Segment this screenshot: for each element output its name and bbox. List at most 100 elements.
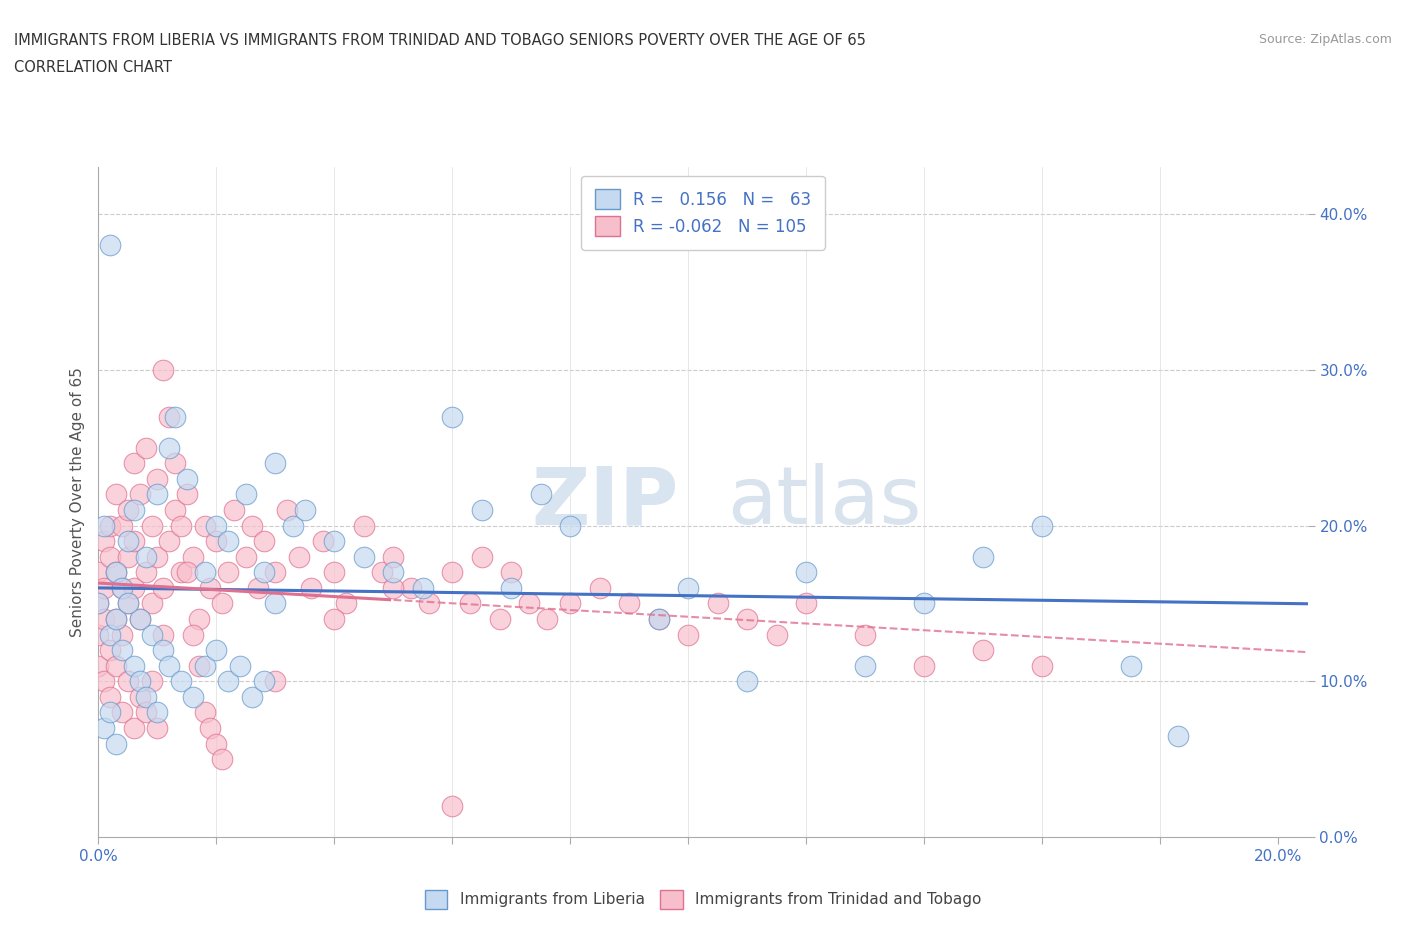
Point [240, 689, 263, 704]
Point [794, 596, 817, 611]
Point [141, 596, 163, 611]
Point [353, 550, 375, 565]
Point [205, 518, 228, 533]
Point [205, 643, 228, 658]
Point [128, 612, 150, 627]
Point [488, 612, 510, 627]
Point [382, 565, 405, 579]
Point [105, 658, 128, 673]
Point [117, 534, 139, 549]
Point [176, 565, 198, 579]
Point [264, 456, 287, 471]
Point [853, 627, 876, 642]
Point [211, 751, 233, 766]
Point [530, 487, 553, 502]
Point [93, 580, 115, 595]
Point [165, 456, 187, 471]
Point [146, 705, 169, 720]
Text: atlas: atlas [727, 463, 921, 541]
Point [412, 580, 434, 595]
Point [98, 238, 121, 253]
Point [264, 596, 287, 611]
Point [794, 565, 817, 579]
Point [458, 596, 481, 611]
Point [111, 580, 134, 595]
Point [648, 612, 671, 627]
Point [146, 472, 169, 486]
Point [217, 565, 239, 579]
Point [181, 689, 204, 704]
Point [111, 627, 134, 642]
Point [382, 580, 405, 595]
Point [117, 502, 139, 517]
Point [170, 674, 193, 689]
Point [200, 580, 222, 595]
Point [235, 487, 257, 502]
Point [589, 580, 612, 595]
Point [111, 518, 134, 533]
Point [105, 565, 128, 579]
Point [648, 612, 671, 627]
Point [353, 518, 375, 533]
Point [87, 658, 110, 673]
Point [98, 550, 121, 565]
Point [205, 534, 228, 549]
Y-axis label: Seniors Poverty Over the Age of 65: Seniors Poverty Over the Age of 65 [69, 367, 84, 637]
Point [264, 674, 287, 689]
Point [141, 674, 163, 689]
Point [146, 550, 169, 565]
Point [246, 580, 269, 595]
Point [128, 612, 150, 627]
Point [323, 612, 346, 627]
Point [276, 502, 298, 517]
Point [912, 596, 935, 611]
Point [252, 565, 274, 579]
Point [152, 363, 174, 378]
Point [141, 518, 163, 533]
Point [194, 705, 217, 720]
Point [181, 550, 204, 565]
Text: CORRELATION CHART: CORRELATION CHART [14, 60, 172, 75]
Point [157, 409, 180, 424]
Point [157, 440, 180, 455]
Point [157, 658, 180, 673]
Point [1167, 728, 1189, 743]
Point [382, 550, 405, 565]
Point [93, 534, 115, 549]
Point [311, 534, 333, 549]
Point [972, 643, 994, 658]
Point [217, 674, 239, 689]
Point [972, 550, 994, 565]
Point [735, 612, 758, 627]
Point [157, 534, 180, 549]
Point [1031, 518, 1053, 533]
Point [146, 721, 169, 736]
Point [146, 487, 169, 502]
Point [205, 737, 228, 751]
Point [706, 596, 728, 611]
Point [735, 674, 758, 689]
Point [678, 580, 700, 595]
Text: IMMIGRANTS FROM LIBERIA VS IMMIGRANTS FROM TRINIDAD AND TOBAGO SENIORS POVERTY O: IMMIGRANTS FROM LIBERIA VS IMMIGRANTS FR… [14, 33, 866, 47]
Point [93, 721, 115, 736]
Point [165, 502, 187, 517]
Point [135, 440, 157, 455]
Point [194, 565, 217, 579]
Point [176, 487, 198, 502]
Point [1119, 658, 1142, 673]
Point [252, 534, 274, 549]
Text: ZIP: ZIP [531, 463, 679, 541]
Point [418, 596, 440, 611]
Point [87, 596, 110, 611]
Point [370, 565, 392, 579]
Point [170, 518, 193, 533]
Point [211, 596, 233, 611]
Point [98, 689, 121, 704]
Point [229, 658, 252, 673]
Point [471, 550, 494, 565]
Point [619, 596, 641, 611]
Point [93, 612, 115, 627]
Point [165, 409, 187, 424]
Point [194, 518, 217, 533]
Point [912, 658, 935, 673]
